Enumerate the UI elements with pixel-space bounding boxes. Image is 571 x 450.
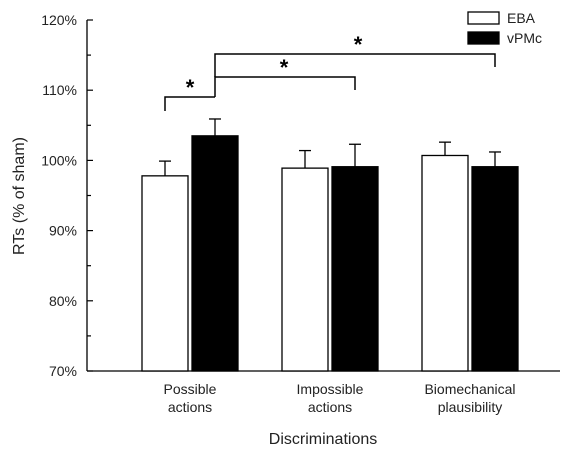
y-tick-label: 100% [41, 152, 77, 168]
bar-vpmc-1 [331, 166, 379, 372]
bars [141, 118, 519, 372]
y-tick-label: 120% [41, 12, 77, 28]
significance-star: * [280, 55, 289, 80]
x-axis-title: Discriminations [269, 431, 377, 448]
significance-star: * [354, 32, 363, 57]
axes: 70% 80% 90% 100% 110% 120% Possible actions Impo… [41, 12, 560, 415]
x-tick-label: Biomechanical plausibility [424, 381, 515, 415]
y-tick-label: 90% [49, 223, 77, 239]
legend-swatch-eba [467, 11, 500, 25]
x-tick-label: Impossible actions [297, 381, 364, 415]
legend-label-vpmc: vPMc [507, 30, 542, 46]
legend-label-eba: EBA [507, 10, 536, 26]
legend-swatch-vpmc [467, 31, 500, 45]
y-tick-label: 70% [49, 363, 77, 379]
significance-bracket [164, 96, 215, 111]
y-axis-title: RTs (% of sham) [11, 137, 28, 255]
x-tick-label: Possible actions [164, 381, 217, 415]
legend: EBA vPMc [467, 10, 542, 46]
significance-star: * [186, 75, 195, 100]
y-tick-label: 110% [42, 82, 77, 98]
bar-eba-0 [141, 175, 189, 372]
bar-eba-1 [281, 167, 329, 372]
bar-vpmc-2 [471, 166, 519, 372]
significance-brackets: * * * [164, 32, 496, 111]
bar-vpmc-0 [191, 135, 239, 372]
significance-bracket [214, 53, 496, 77]
y-tick-label: 80% [49, 293, 77, 309]
significance-bracket [214, 76, 356, 97]
bar-eba-2 [421, 154, 469, 372]
